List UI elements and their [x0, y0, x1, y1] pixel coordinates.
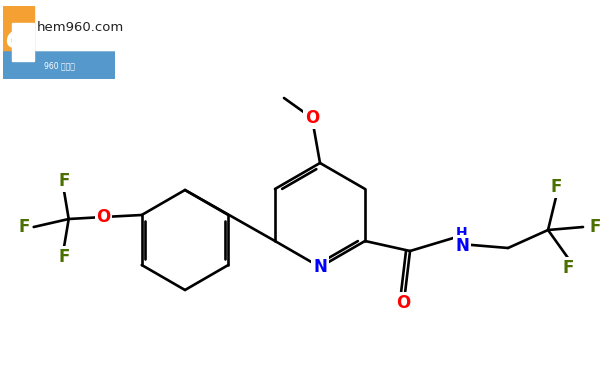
Text: N: N	[455, 237, 469, 255]
Text: H: H	[456, 226, 468, 240]
Text: O: O	[97, 208, 111, 226]
Text: F: F	[58, 172, 70, 190]
Text: O: O	[305, 109, 319, 127]
Text: F: F	[18, 218, 30, 236]
Text: N: N	[313, 258, 327, 276]
Text: hem960.com: hem960.com	[36, 21, 124, 34]
Text: F: F	[551, 178, 561, 196]
Text: O: O	[396, 294, 410, 312]
FancyBboxPatch shape	[2, 52, 116, 79]
Text: F: F	[58, 248, 70, 266]
Text: 960 化工网: 960 化工网	[44, 61, 74, 70]
Text: F: F	[589, 218, 601, 236]
Polygon shape	[3, 6, 34, 79]
Text: F: F	[562, 259, 574, 277]
Text: C: C	[5, 29, 22, 53]
Polygon shape	[12, 23, 34, 61]
